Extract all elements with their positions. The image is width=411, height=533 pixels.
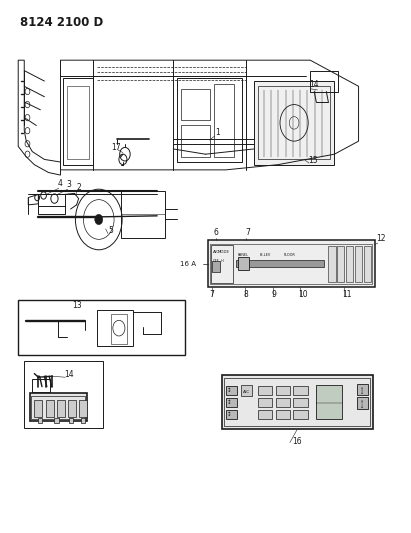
Bar <box>181 125 210 157</box>
Circle shape <box>95 214 103 225</box>
Text: 16: 16 <box>292 437 302 446</box>
Bar <box>276 398 291 407</box>
Bar <box>356 384 368 395</box>
Bar <box>111 313 127 344</box>
Bar <box>30 393 87 421</box>
Bar <box>226 398 237 407</box>
Text: 17: 17 <box>111 143 120 151</box>
Text: 8124 2100 D: 8124 2100 D <box>20 16 104 29</box>
Bar <box>34 400 42 417</box>
Text: A/C: A/C <box>242 390 249 394</box>
Text: 11: 11 <box>342 290 352 299</box>
Text: 10: 10 <box>298 290 308 299</box>
Bar <box>238 257 249 270</box>
Text: ↕: ↕ <box>226 400 231 406</box>
Bar <box>224 378 370 426</box>
Text: ↓: ↓ <box>360 404 364 409</box>
Text: 6: 6 <box>214 228 218 237</box>
Bar <box>210 244 372 284</box>
Bar <box>355 246 362 282</box>
Text: MODE: MODE <box>218 251 230 254</box>
Text: 14: 14 <box>309 80 319 89</box>
Bar <box>208 240 375 287</box>
Bar <box>81 418 85 423</box>
Bar <box>276 410 291 419</box>
Text: HI: HI <box>220 260 224 263</box>
Bar <box>57 400 65 417</box>
Bar <box>310 71 338 92</box>
Text: 4: 4 <box>57 179 62 188</box>
Text: 7: 7 <box>210 290 215 299</box>
Bar <box>211 245 233 283</box>
Text: 2: 2 <box>76 183 81 192</box>
Text: BI-LEV: BI-LEV <box>260 253 271 257</box>
Bar <box>46 400 54 417</box>
Text: A/C: A/C <box>213 251 220 254</box>
Bar <box>62 78 93 165</box>
Bar <box>258 385 272 395</box>
Text: 3: 3 <box>67 180 72 189</box>
Text: ↕: ↕ <box>226 389 231 393</box>
Text: 12: 12 <box>376 234 386 243</box>
Bar <box>212 261 220 272</box>
Bar <box>293 398 308 407</box>
Bar <box>258 410 272 419</box>
Bar <box>214 84 234 157</box>
Text: 14: 14 <box>64 370 73 379</box>
Bar <box>18 301 185 356</box>
Bar <box>328 246 336 282</box>
Text: ↑: ↑ <box>360 387 364 392</box>
Bar <box>97 310 133 346</box>
Text: 1: 1 <box>215 128 220 137</box>
Bar <box>356 397 368 409</box>
Text: 16 A: 16 A <box>180 261 196 266</box>
Bar <box>222 375 373 430</box>
Bar <box>226 385 237 395</box>
Bar <box>258 86 330 159</box>
Bar <box>258 398 272 407</box>
Bar <box>67 86 89 159</box>
Text: 13: 13 <box>73 301 82 310</box>
Bar <box>316 385 342 419</box>
Text: ↓: ↓ <box>360 391 364 395</box>
Text: ↑: ↑ <box>360 400 364 406</box>
Bar <box>37 418 42 423</box>
Bar <box>181 89 210 120</box>
Bar <box>32 396 85 419</box>
Bar <box>276 385 291 395</box>
Text: 8: 8 <box>244 290 249 299</box>
Bar <box>346 246 353 282</box>
Bar <box>177 78 242 162</box>
Bar <box>254 81 335 165</box>
Bar <box>38 195 65 214</box>
Text: 5: 5 <box>108 226 113 235</box>
Bar <box>293 410 308 419</box>
Bar <box>24 360 103 429</box>
Text: ↕: ↕ <box>226 413 231 417</box>
Bar <box>54 418 59 423</box>
Bar <box>293 385 308 395</box>
Bar <box>364 246 371 282</box>
Text: FLOOR: FLOOR <box>284 253 296 257</box>
Bar <box>79 400 88 417</box>
Text: 9: 9 <box>272 290 277 299</box>
Bar <box>68 400 76 417</box>
Bar <box>241 385 252 395</box>
Bar <box>337 246 344 282</box>
Text: PANEL: PANEL <box>238 253 249 257</box>
Bar <box>32 379 51 392</box>
Bar <box>226 410 237 419</box>
Text: 7: 7 <box>246 228 251 237</box>
Bar <box>69 418 74 423</box>
Bar <box>236 260 324 266</box>
Text: 15: 15 <box>308 156 318 165</box>
Text: OFF: OFF <box>212 260 219 263</box>
